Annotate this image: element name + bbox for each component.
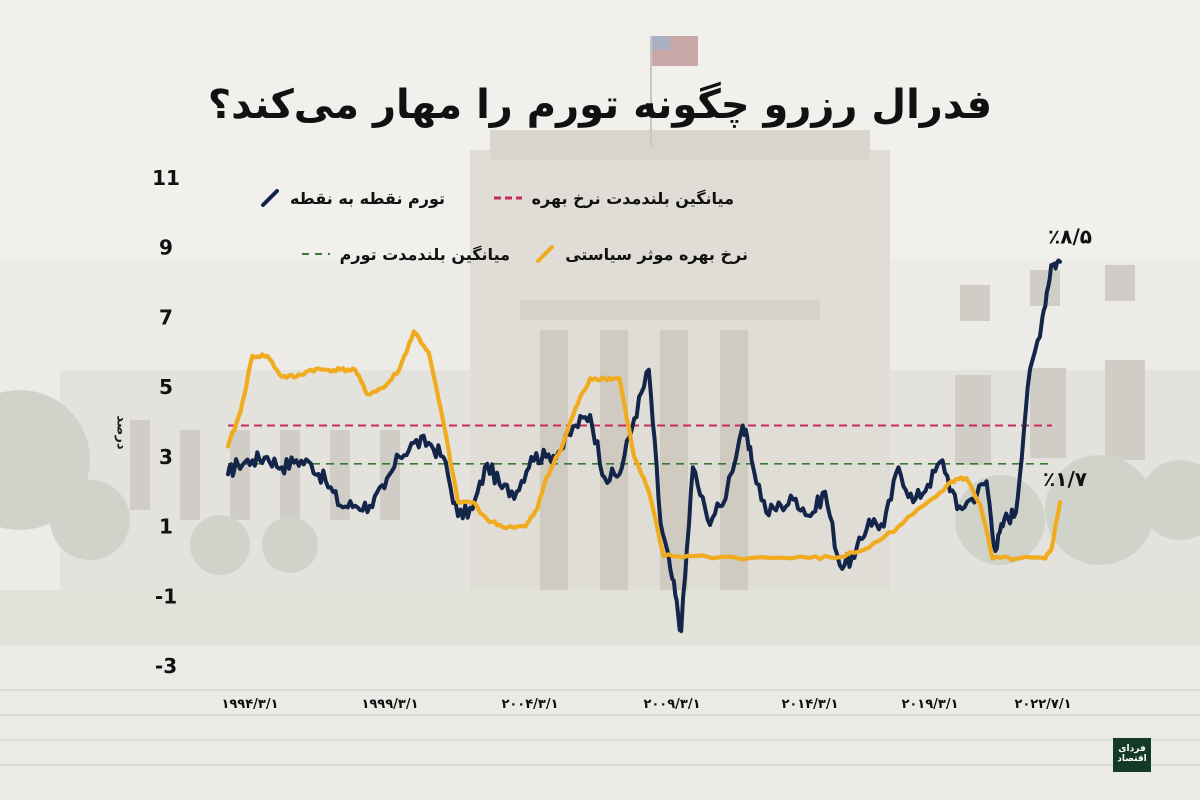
x-tick-label: ۲۰۱۴/۳/۱ [781, 697, 838, 712]
legend-label-policy-rate: نرخ بهره موثر سیاستی [565, 244, 748, 264]
brand-logo: فردای اقتصاد [1113, 738, 1151, 772]
legend-swatch-policy-rate [536, 245, 555, 263]
policy-rate-end-annotation: ٪۱/۷ [1043, 467, 1087, 491]
y-tick-label: -1 [155, 584, 177, 608]
x-tick-label: ۱۹۹۹/۳/۱ [361, 697, 418, 712]
legend-label-inflation: تورم نقطه به نقطه [289, 188, 445, 208]
legend-label-long-run-inflation: میانگین بلندمدت تورم [339, 244, 510, 264]
legend-label-long-run-rate: میانگین بلندمدت نرخ بهره [531, 188, 734, 208]
inflation-series-line [226, 258, 1062, 634]
legend-item-inflation: تورم نقطه به نقطه [260, 188, 445, 208]
y-tick-label: 11 [152, 166, 180, 190]
x-tick-label: ۲۰۰۴/۳/۱ [501, 697, 558, 712]
y-tick-label: 7 [159, 305, 173, 329]
y-tick-label: 5 [159, 375, 173, 399]
legend-item-long-run-inflation: میانگین بلندمدت تورم [300, 244, 510, 264]
legend-item-policy-rate: نرخ بهره موثر سیاستی [535, 244, 748, 264]
x-tick-label: ۲۰۱۹/۳/۱ [901, 697, 958, 712]
y-tick-label: 3 [159, 445, 173, 469]
chart-title: فدرال رزرو چگونه تورم را مهار می‌کند؟ [207, 82, 993, 128]
y-tick-label: -3 [155, 654, 177, 678]
x-tick-label: ۱۹۹۴/۳/۱ [221, 697, 278, 712]
policy-rate-series-line [225, 329, 1063, 563]
legend-swatch-long-run-rate [493, 196, 522, 200]
x-tick-label: ۲۰۲۲/۷/۱ [1014, 697, 1071, 712]
legend-item-long-run-rate: میانگین بلندمدت نرخ بهره [492, 188, 734, 208]
inflation-end-annotation: ٪۸/۵ [1048, 225, 1092, 249]
x-tick-label: ۲۰۰۹/۳/۱ [643, 697, 700, 712]
y-tick-label: 9 [159, 236, 173, 260]
y-tick-label: 1 [159, 515, 173, 539]
legend-swatch-long-run-inflation [301, 253, 330, 255]
legend-swatch-inflation [260, 189, 279, 207]
